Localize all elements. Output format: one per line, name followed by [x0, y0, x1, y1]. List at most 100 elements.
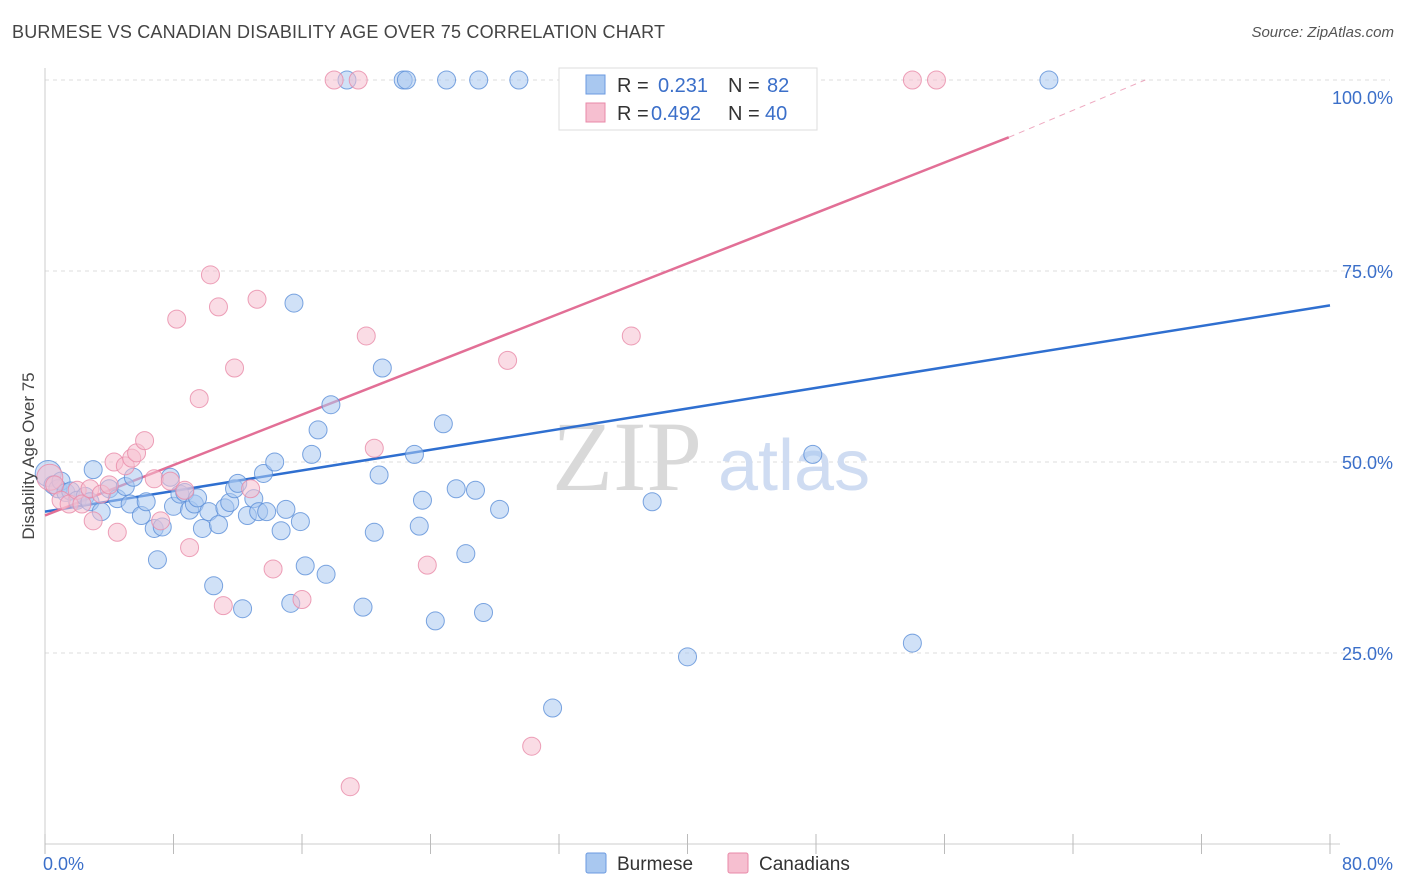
point-canadians-23: [200, 265, 220, 285]
axes: [44, 68, 1340, 854]
point-burmese-36: [233, 599, 253, 619]
point-burmese-31: [208, 515, 228, 535]
series-legend-label-canadians: Canadians: [759, 854, 850, 875]
point-burmese-74: [642, 492, 662, 512]
point-canadians-40: [902, 70, 922, 90]
point-burmese-72: [509, 70, 529, 90]
point-canadians-38: [522, 736, 542, 756]
legend-n-label-canadians: N =: [728, 103, 760, 125]
point-canadians-21: [180, 538, 200, 558]
chart-title: BURMESE VS CANADIAN DISABILITY AGE OVER …: [12, 22, 666, 42]
point-canadians-36: [417, 555, 437, 575]
point-burmese-65: [437, 70, 457, 90]
point-canadians-30: [292, 590, 312, 610]
point-canadians-33: [348, 70, 368, 90]
y-tick-label-2: 75.0%: [1342, 262, 1393, 282]
point-burmese-43: [271, 521, 291, 541]
point-canadians-34: [356, 326, 376, 346]
point-burmese-67: [456, 544, 476, 564]
point-burmese-62: [412, 490, 432, 510]
series-legend-swatch-burmese: [585, 852, 607, 874]
point-burmese-28: [192, 518, 212, 538]
point-canadians-22: [189, 389, 209, 409]
point-burmese-77: [902, 633, 922, 653]
point-burmese-42: [265, 452, 285, 472]
point-burmese-19: [147, 550, 167, 570]
legend-r-label-burmese: R =: [617, 75, 649, 97]
legend-n-value-canadians: 40: [765, 103, 787, 125]
point-canadians-29: [263, 559, 283, 579]
point-canadians-41: [926, 70, 946, 90]
y-tick-label-3: 100.0%: [1332, 88, 1393, 108]
point-burmese-61: [409, 516, 429, 536]
point-canadians-27: [241, 479, 261, 499]
point-burmese-73: [543, 698, 563, 718]
point-burmese-69: [469, 70, 489, 90]
point-burmese-57: [372, 358, 392, 378]
point-burmese-40: [253, 463, 273, 483]
point-burmese-48: [295, 556, 315, 576]
point-burmese-64: [433, 414, 453, 434]
point-burmese-59: [396, 70, 416, 90]
point-burmese-55: [364, 522, 384, 542]
point-canadians-18: [160, 471, 180, 491]
point-canadians-25: [213, 596, 233, 616]
legend-swatch-burmese: [585, 74, 606, 95]
series-legend: Burmese Canadians: [585, 852, 850, 875]
legend-n-value-burmese: 82: [767, 75, 789, 97]
point-canadians-15: [135, 431, 155, 451]
x-tick-label-0: 0.0%: [43, 854, 84, 874]
point-burmese-9: [83, 460, 103, 480]
point-canadians-28: [247, 289, 267, 309]
trend-line-extension-canadians: [1008, 79, 1146, 138]
point-burmese-70: [474, 603, 494, 623]
series-legend-label-burmese: Burmese: [617, 854, 693, 875]
point-burmese-68: [465, 480, 485, 500]
point-canadians-37: [498, 350, 518, 370]
point-burmese-30: [204, 576, 224, 596]
point-canadians-9: [99, 475, 119, 495]
watermark-zip: ZIP: [552, 401, 702, 512]
legend-r-label-canadians: R =: [617, 103, 649, 125]
point-burmese-76: [803, 444, 823, 464]
point-canadians-35: [364, 438, 384, 458]
source-label: Source: ZipAtlas.com: [1251, 24, 1394, 41]
tick-labels: 25.0% 50.0% 75.0% 100.0% 0.0% 80.0%: [43, 88, 1393, 874]
point-burmese-78: [1039, 70, 1059, 90]
point-burmese-56: [369, 465, 389, 485]
legend-n-label-burmese: N =: [728, 75, 760, 97]
point-burmese-75: [678, 647, 697, 667]
point-canadians-24: [208, 297, 228, 317]
point-canadians-19: [167, 309, 187, 329]
y-tick-label-0: 25.0%: [1342, 644, 1393, 664]
point-canadians-26: [225, 358, 245, 378]
y-axis-title: Disability Age Over 75: [19, 372, 38, 539]
point-canadians-31: [324, 70, 344, 90]
point-burmese-66: [446, 479, 466, 499]
point-burmese-71: [490, 499, 510, 519]
series-legend-swatch-canadians: [727, 852, 749, 874]
point-burmese-60: [404, 444, 424, 464]
grid: [45, 79, 1390, 654]
point-canadians-7: [83, 511, 103, 531]
point-burmese-47: [290, 512, 310, 532]
watermark-atlas: atlas: [718, 426, 870, 506]
point-burmese-50: [308, 420, 328, 440]
point-canadians-32: [340, 777, 360, 797]
point-canadians-5: [72, 494, 92, 514]
point-burmese-63: [425, 611, 445, 631]
legend-swatch-canadians: [585, 102, 606, 123]
point-canadians-11: [107, 522, 127, 542]
point-burmese-52: [321, 395, 341, 415]
correlation-legend: R = 0.231 N = 82 R = 0.492 N = 40: [558, 67, 818, 131]
point-burmese-46: [284, 293, 304, 313]
point-burmese-17: [136, 492, 156, 512]
legend-r-value-canadians: 0.492: [651, 103, 701, 125]
point-burmese-44: [276, 499, 296, 519]
point-burmese-49: [302, 444, 322, 464]
legend-r-value-burmese: 0.231: [658, 75, 708, 97]
point-burmese-41: [257, 502, 277, 522]
point-canadians-17: [151, 511, 171, 531]
trend-line-canadians: [44, 136, 1010, 517]
